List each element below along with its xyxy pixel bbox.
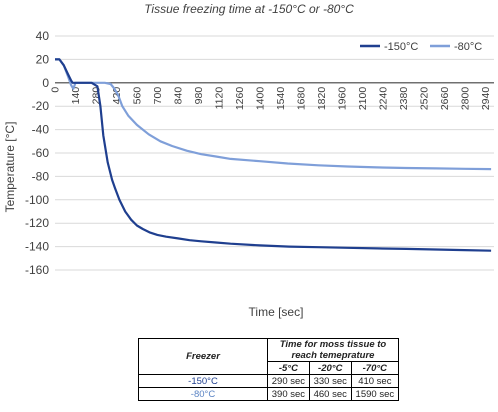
y-axis-label: Temperature [°C] [3, 122, 17, 213]
y-tick-label: -40 [32, 123, 50, 137]
table-header-row: Freezer Time for moss tissue to reach te… [138, 338, 399, 375]
chart-title: Tissue freezing time at -150°C or -80°C [144, 2, 354, 16]
series-line [55, 58, 492, 171]
series-line [55, 58, 492, 252]
y-tick-label: 0 [42, 76, 49, 90]
y-tick-label: -60 [32, 146, 50, 160]
time-cell: 1590 sec [350, 387, 400, 401]
series-lines [55, 58, 492, 252]
x-tick-label: 840 [173, 87, 185, 105]
x-tick-label: 1960 [336, 87, 348, 111]
x-tick-label: 1680 [296, 87, 308, 111]
time-cell: 390 sec [267, 387, 310, 401]
x-tick-label: 140 [70, 87, 82, 105]
y-tick-label: 40 [36, 29, 50, 43]
x-tick-label: 0 [50, 87, 62, 93]
freezer-cell: -80°C [138, 387, 268, 401]
table-row: -80°C 390 sec 460 sec 1590 sec [138, 387, 400, 401]
time-cell: 410 sec [350, 374, 400, 388]
x-tick-label: 1540 [275, 87, 287, 111]
freezer-cell: -150°C [138, 374, 268, 388]
time-cell: 330 sec [308, 374, 352, 388]
x-tick-labels: 0 140 280 420 560 700 840 980 1120 1260 1400 1540 16… [50, 87, 492, 111]
x-tick-label: 2660 [439, 87, 451, 111]
y-tick-label: -100 [25, 193, 49, 207]
x-tick-label: 280 [91, 87, 103, 105]
legend-label: -150°C [384, 41, 418, 53]
x-tick-label: 700 [152, 87, 164, 105]
freezing-time-table: Freezer Time for moss tissue to reach te… [138, 338, 400, 401]
x-tick-label: 1820 [316, 87, 328, 111]
x-tick-label: 560 [132, 87, 144, 105]
y-tick-label: -160 [25, 263, 49, 277]
time-header: Time for moss tissue to reach temepratur… [267, 338, 399, 362]
x-tick-label: 1400 [255, 87, 267, 111]
table-row: -150°C 290 sec 330 sec 410 sec [138, 374, 400, 388]
y-tick-label: -120 [25, 216, 49, 230]
x-tick-label: 2380 [398, 87, 410, 111]
x-axis-label: Time [sec] [249, 305, 304, 319]
time-cell: 460 sec [308, 387, 352, 401]
x-tick-label: 2520 [418, 87, 430, 111]
y-tick-label: -140 [25, 240, 49, 254]
y-tick-label: -20 [32, 99, 50, 113]
freezer-header: Freezer [138, 338, 268, 375]
y-tick-label: -80 [32, 169, 50, 183]
temp-header: -70°C [350, 361, 400, 375]
legend-label: -80°C [454, 41, 482, 53]
temp-header: -5°C [267, 361, 310, 375]
x-tick-label: 2940 [480, 87, 492, 111]
x-tick-label: 1120 [214, 87, 226, 110]
time-cell: 290 sec [267, 374, 310, 388]
y-tick-label: 20 [36, 52, 50, 66]
gridlines [55, 35, 494, 271]
y-tick-labels: 40 20 0 -20 -40 -60 -80 -100 -120 -140 -160 [25, 29, 49, 277]
temp-header: -20°C [308, 361, 352, 375]
x-tick-label: 2100 [357, 87, 369, 111]
x-tick-label: 1260 [234, 87, 246, 111]
legend: -150°C -80°C [360, 41, 482, 53]
x-tick-label: 2800 [459, 87, 471, 111]
x-tick-label: 980 [193, 87, 205, 105]
x-tick-label: 2240 [377, 87, 389, 111]
